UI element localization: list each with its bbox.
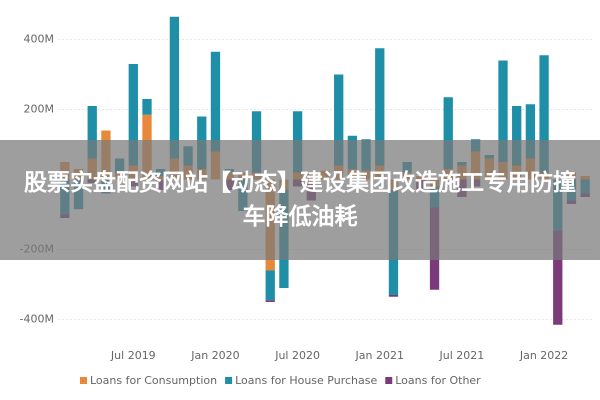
bar: [553, 230, 563, 325]
x-tick-label: Jan 2022: [519, 349, 568, 362]
banner-text: 股票实盘配资网站【动态】建设集团改造施工专用防撞车降低油耗: [24, 170, 576, 230]
banner: 股票实盘配资网站【动态】建设集团改造施工专用防撞车降低油耗: [0, 140, 600, 260]
y-tick-label: 400M: [24, 33, 55, 46]
bar: [334, 74, 344, 166]
x-tick-label: Jul 2020: [274, 349, 320, 362]
y-tick-label: -400M: [20, 313, 54, 326]
bar: [388, 295, 399, 297]
y-tick-label: 200M: [24, 103, 55, 116]
bar: [265, 270, 275, 301]
bar: [512, 106, 522, 166]
legend-label: Loans for Other: [395, 374, 481, 387]
legend-swatch: [80, 377, 87, 384]
x-tick-label: Jan 2021: [355, 349, 404, 362]
bar: [169, 16, 180, 159]
legend-label: Loans for House Purchase: [235, 374, 377, 387]
legend-label: Loans for Consumption: [90, 374, 217, 387]
bar: [443, 97, 453, 169]
bar: [525, 104, 536, 159]
bar: [498, 60, 508, 162]
bar: [539, 55, 549, 173]
bar: [128, 64, 138, 166]
bar: [142, 99, 152, 115]
legend-swatch: [385, 377, 393, 384]
x-tick-label: Jul 2019: [110, 349, 156, 362]
bar: [87, 106, 97, 159]
x-tick-label: Jan 2020: [190, 349, 239, 362]
legend-swatch: [225, 377, 233, 384]
x-tick-label: Jul 2021: [439, 349, 485, 362]
bar: [375, 48, 385, 166]
bar: [265, 300, 275, 302]
bar: [210, 51, 221, 152]
